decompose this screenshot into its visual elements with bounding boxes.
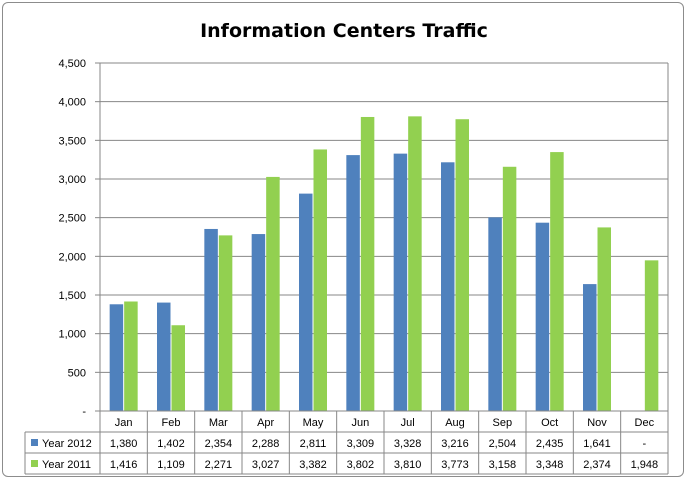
x-category-label: Jul [401, 417, 415, 429]
chart-title: Information Centers Traffic [200, 20, 488, 42]
y-tick-label: 4,500 [58, 58, 86, 70]
y-tick-label: 4,000 [58, 97, 86, 109]
y-tick-label: 1,000 [58, 329, 86, 341]
table-cell-value: 1,641 [583, 438, 611, 450]
table-cell-value: 1,380 [110, 438, 138, 450]
table-cell-value: 3,328 [394, 438, 422, 450]
table-cell-value: 3,773 [441, 459, 469, 471]
table-cell-value: 2,811 [300, 438, 327, 450]
x-category-label: Oct [541, 417, 558, 429]
legend-key-year-2011 [31, 460, 38, 467]
y-tick-label: 3,500 [58, 135, 86, 147]
x-category-label: Jan [115, 417, 133, 429]
table-cell-value: 3,348 [536, 459, 564, 471]
legend-key-year-2012 [31, 439, 38, 446]
y-tick-label: 2,500 [58, 213, 86, 225]
table-cell-value: 3,309 [347, 438, 375, 450]
bar-year-2012-may [299, 193, 313, 411]
table-cell-value: - [642, 438, 646, 450]
table-cell-value: 2,435 [536, 438, 564, 450]
y-tick-label: 2,000 [58, 251, 86, 263]
table-cell-value: 2,271 [205, 459, 233, 471]
bar-year-2011-aug [455, 119, 469, 411]
x-category-label: Sep [493, 417, 513, 429]
table-cell-value: 2,288 [252, 438, 280, 450]
bar-year-2011-jan [124, 301, 138, 411]
y-tick-label: 1,500 [58, 290, 86, 302]
bar-year-2012-jun [346, 155, 360, 411]
bar-year-2012-jan [109, 304, 124, 411]
table-cell-value: 3,810 [394, 459, 422, 471]
bar-year-2011-feb [171, 325, 185, 411]
bar-year-2012-aug [441, 162, 455, 411]
bar-year-2011-may [313, 149, 327, 411]
legend-label: Year 2012 [42, 438, 92, 450]
bar-year-2012-nov [583, 284, 597, 411]
bar-year-2012-apr [251, 234, 266, 411]
x-category-label: May [303, 417, 324, 429]
x-category-label: Apr [257, 417, 274, 429]
x-category-label: Feb [162, 417, 181, 429]
table-cell-value: 3,158 [489, 459, 517, 471]
table-cell-value: 2,504 [489, 438, 517, 450]
x-category-label: Mar [209, 417, 228, 429]
table-cell-value: 3,802 [347, 459, 375, 471]
y-tick-label: 500 [68, 367, 86, 379]
table-cell-value: 2,374 [583, 459, 611, 471]
table-cell-value: 3,382 [299, 459, 327, 471]
x-category-label: Dec [635, 417, 655, 429]
x-category-label: Jun [351, 417, 369, 429]
table-cell-value: 1,402 [157, 438, 185, 450]
bar-year-2012-feb [157, 302, 171, 411]
table-cell-value: 3,027 [252, 459, 280, 471]
bar-year-2012-sep [488, 217, 502, 411]
table-cell-value: 1,109 [157, 459, 185, 471]
table-cell-value: 3,216 [441, 438, 469, 450]
legend-label: Year 2011 [42, 459, 91, 471]
axis-layer: - 500 1,000 1,500 2,000 2,500 3,000 3,500 4,000 4… [58, 58, 669, 418]
y-tick-label: - [82, 406, 86, 418]
table-cell-value: 1,948 [631, 459, 659, 471]
bar-year-2011-mar [218, 235, 233, 411]
bar-year-2011-jun [360, 116, 375, 411]
bar-year-2011-jul [408, 116, 422, 412]
bar-year-2012-mar [204, 228, 218, 411]
bar-year-2011-apr [266, 176, 280, 411]
table-cell-value: 1,416 [110, 459, 138, 471]
bar-year-2011-nov [597, 227, 611, 411]
data-table: Jan Feb Mar Apr May Jun Jul Aug Sep Oct Nov Dec Year… [24, 410, 669, 475]
bar-year-2011-dec [644, 260, 659, 411]
bar-layer [109, 116, 659, 412]
x-category-label: Nov [587, 417, 607, 429]
bar-year-2011-sep [502, 166, 517, 411]
bar-year-2012-jul [393, 153, 408, 411]
table-cell-value: 2,354 [205, 438, 233, 450]
bar-year-2012-oct [535, 222, 550, 411]
grid-layer [100, 62, 668, 412]
y-tick-label: 3,000 [58, 174, 86, 186]
bar-year-2011-oct [550, 152, 564, 411]
x-category-label: Aug [445, 417, 465, 429]
